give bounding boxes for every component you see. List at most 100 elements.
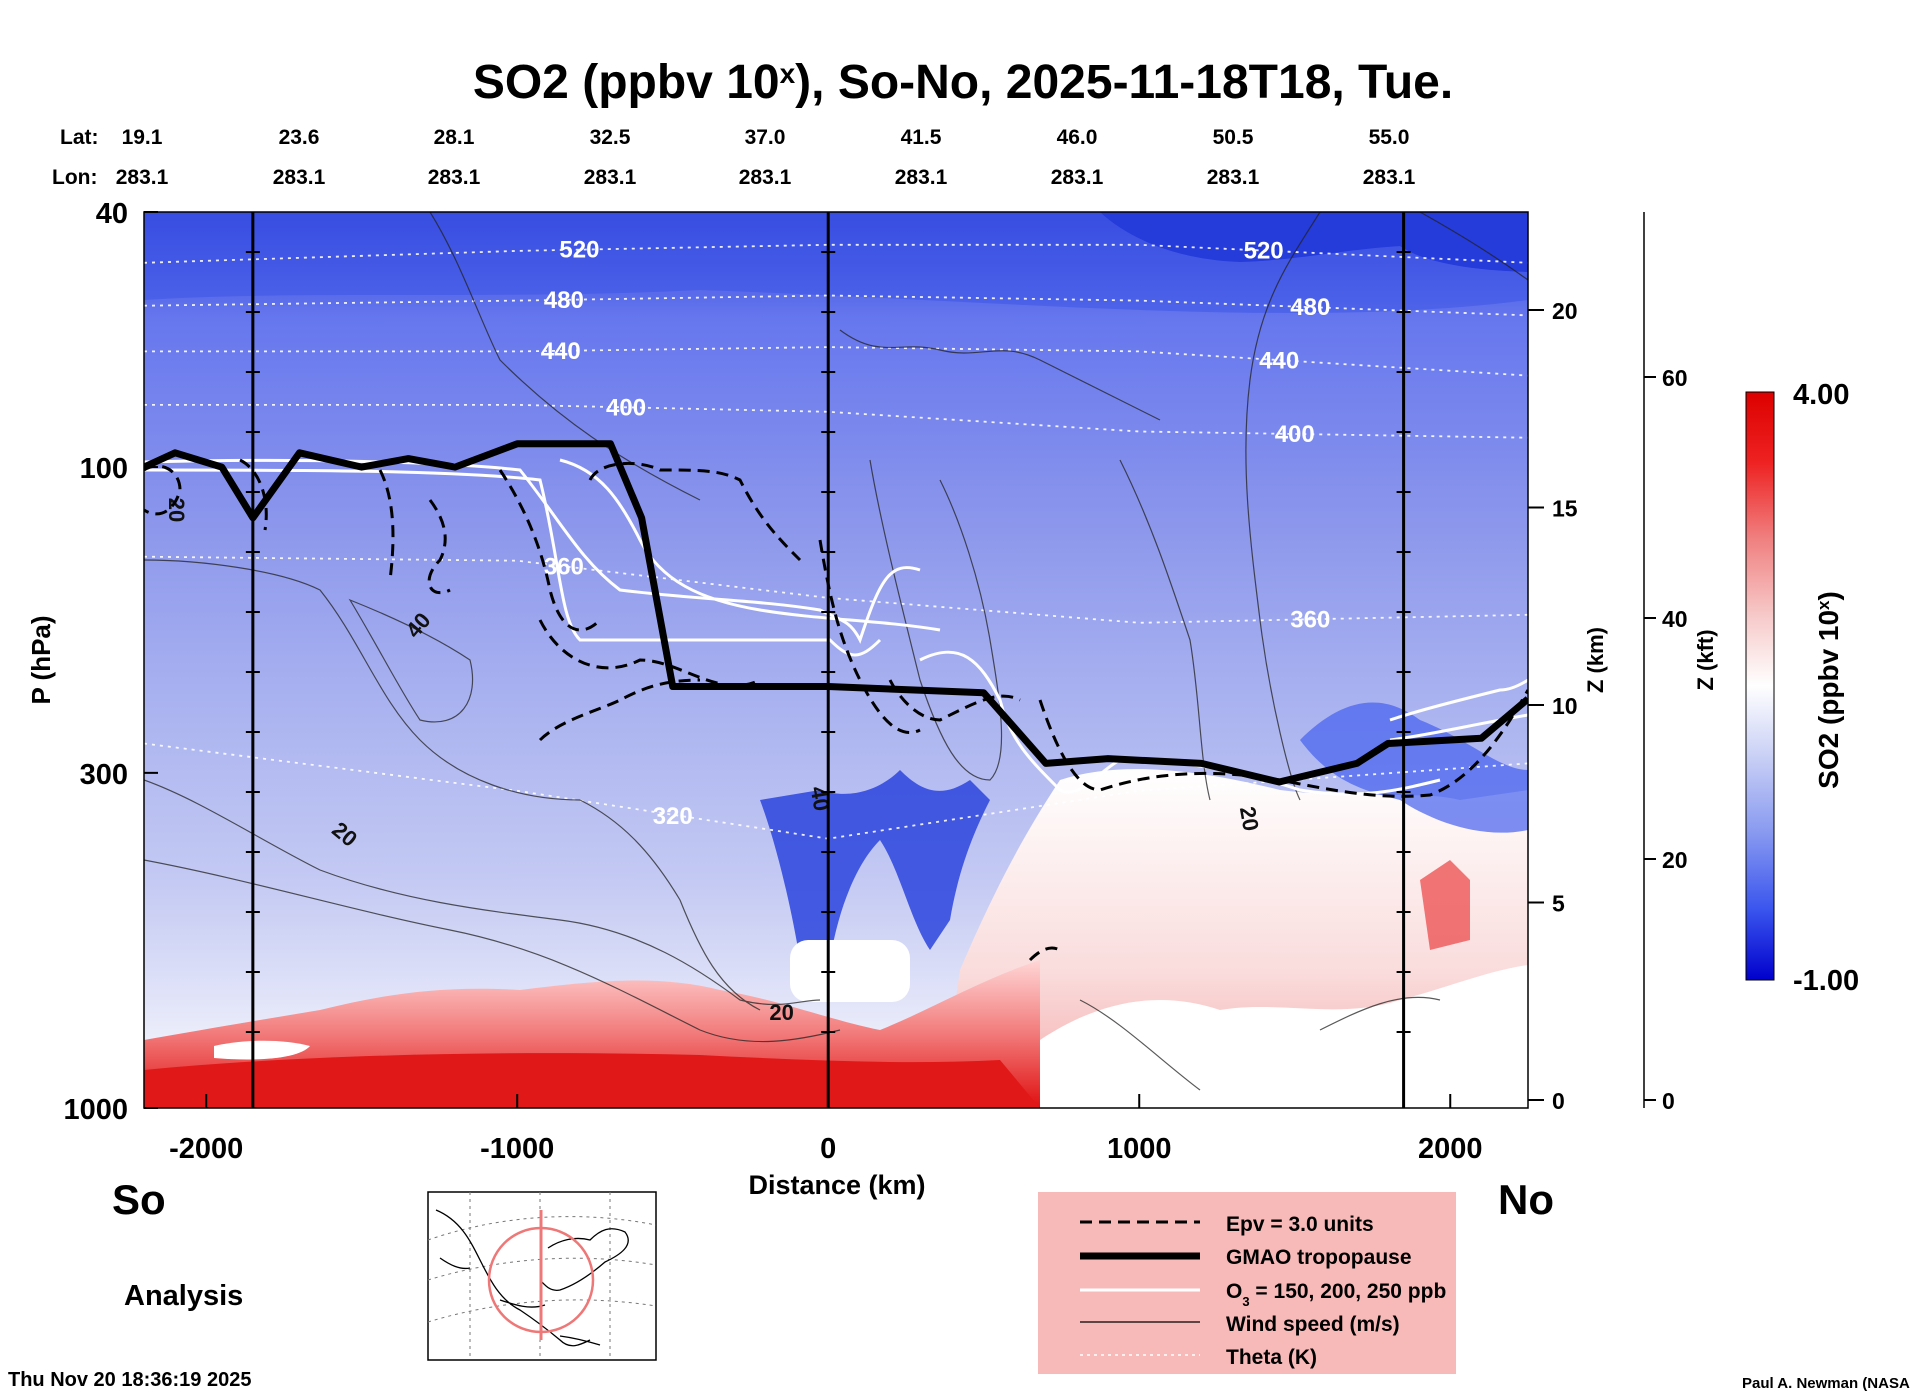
- o3-contour: [559, 458, 941, 632]
- lon-values: 283.1 283.1 283.1 283.1 283.1 283.1 283.1 283.1…: [116, 166, 1416, 189]
- chart-title: SO2 (ppbv 10x), So-No, 2025-11-18T18, Tu…: [473, 56, 1453, 109]
- epv-contour: [239, 458, 268, 531]
- wind-label: 40: [806, 784, 835, 812]
- wind-label: 20: [1235, 804, 1264, 832]
- z-km-tick-label: 10: [1552, 693, 1578, 719]
- colorbar-label-suffix: ): [1813, 591, 1844, 600]
- colorbar: [1745, 391, 1775, 981]
- lat-value: 46.0: [1057, 126, 1098, 149]
- colorbar-min-label: -1.00: [1793, 965, 1859, 997]
- north-label: No: [1498, 1176, 1554, 1223]
- wind-contour: [348, 598, 474, 723]
- wind-contour: [1119, 459, 1211, 801]
- theta-label: 480: [1290, 294, 1330, 321]
- theta-label: 520: [559, 237, 599, 264]
- x-axis: -2000 -1000 0 1000 2000: [169, 1094, 1483, 1165]
- wind-contour: [1319, 996, 1441, 1031]
- wind-contour: [579, 799, 761, 1011]
- theta-label: 400: [1275, 421, 1315, 448]
- field-missing-patch: [790, 940, 910, 1002]
- inset-map: [427, 1191, 657, 1361]
- y-tick-label: 100: [80, 453, 128, 485]
- x-axis-label: Distance (km): [748, 1170, 925, 1200]
- timestamp: Thu Nov 20 18:36:19 2025: [8, 1369, 251, 1391]
- o3-contour: [919, 650, 1441, 796]
- legend-o3-label: O3 = 150, 200, 250 ppb: [1226, 1280, 1446, 1309]
- wind-contour: [144, 559, 581, 801]
- legend-o3-suffix: = 150, 200, 250 ppb: [1250, 1280, 1447, 1303]
- z-km-tick-label: 0: [1552, 1088, 1565, 1114]
- y-axis-label: P (hPa): [26, 615, 56, 704]
- theta-contour: [144, 346, 1528, 377]
- wind-contour: [144, 859, 841, 1043]
- field-upper-blue-band: [144, 212, 1528, 313]
- z-kft-label: Z (kft): [1693, 629, 1718, 690]
- marker-lines: [245, 212, 1411, 1108]
- legend-o3-prefix: O: [1226, 1280, 1242, 1303]
- lat-value: 28.1: [434, 126, 475, 149]
- gmao-tropopause: [144, 440, 1528, 786]
- x-tick-label: 1000: [1107, 1133, 1172, 1165]
- field-surface-red: [144, 1053, 1040, 1108]
- y-tick-label: 40: [96, 198, 128, 230]
- wind-contour: [839, 329, 1161, 421]
- z-km-axis: 0 5 10 15 20: [1528, 298, 1578, 1114]
- y-axis: 40 100 300 1000: [63, 198, 158, 1126]
- lon-value: 283.1: [428, 166, 481, 189]
- lat-value: 50.5: [1213, 126, 1254, 149]
- field-low-blue-north: [1040, 965, 1528, 1108]
- legend: Epv = 3.0 units GMAO tropopause O3 = 150…: [1038, 1192, 1456, 1374]
- legend-o3-sub: 3: [1242, 1294, 1249, 1309]
- theta-label: 480: [544, 287, 584, 314]
- legend-theta-label: Theta (K): [1226, 1346, 1317, 1369]
- lat-label: Lat:: [60, 126, 99, 149]
- wind-contour: [429, 212, 701, 501]
- theta-contour: [144, 294, 1528, 317]
- lon-value: 283.1: [895, 166, 948, 189]
- field-missing-patch-sw: [214, 1040, 310, 1060]
- epv-contour: [538, 619, 761, 687]
- title-prefix: SO2 (ppbv 10: [473, 56, 780, 109]
- theta-contour: [144, 243, 1528, 264]
- colorbar-label-sup: x: [1814, 600, 1833, 610]
- credit: Paul A. Newman (NASA: [1742, 1375, 1910, 1392]
- y-tick-label: 300: [80, 759, 128, 791]
- o3-contour: [144, 468, 882, 657]
- legend-wind-label: Wind speed (m/s): [1226, 1313, 1400, 1336]
- theta-contour: [144, 555, 1528, 624]
- epv-contour: [1028, 946, 1061, 962]
- wind-contour: [869, 459, 1003, 781]
- wind-speed-contours: [144, 212, 1528, 1091]
- lon-value: 283.1: [1051, 166, 1104, 189]
- wind-contour: [1245, 212, 1321, 801]
- epv-contour: [888, 679, 1021, 722]
- x-tick-label: -2000: [169, 1133, 243, 1165]
- field-north-red-streak: [1420, 860, 1470, 950]
- analysis-label: Analysis: [124, 1280, 243, 1312]
- legend-tropopause-label: GMAO tropopause: [1226, 1246, 1412, 1269]
- theta-label: 320: [653, 803, 693, 830]
- lat-values: 19.1 23.6 28.1 32.5 37.0 41.5 46.0 50.5 55.0: [122, 126, 1410, 149]
- theta-label: 360: [1290, 606, 1330, 633]
- title-superscript: x: [780, 58, 796, 89]
- z-km-tick-label: 15: [1552, 496, 1578, 522]
- lat-value: 37.0: [745, 126, 786, 149]
- lon-value: 283.1: [584, 166, 637, 189]
- theta-label: 400: [606, 394, 646, 421]
- lon-value: 283.1: [1207, 166, 1260, 189]
- lat-value: 23.6: [279, 126, 320, 149]
- lon-label: Lon:: [52, 166, 97, 189]
- z-km-label: Z (km): [1583, 627, 1608, 693]
- lat-value: 41.5: [901, 126, 942, 149]
- so2-field: [144, 212, 1528, 1108]
- legend-epv-label: Epv = 3.0 units: [1226, 1213, 1374, 1236]
- wind-contour: [144, 779, 821, 1006]
- z-kft-tick-label: 60: [1662, 365, 1688, 391]
- z-km-tick-label: 20: [1552, 298, 1578, 324]
- theta-label: 360: [544, 554, 584, 581]
- theta-label: 440: [1259, 347, 1299, 374]
- lon-value: 283.1: [739, 166, 792, 189]
- wind-label: 20: [769, 1000, 793, 1025]
- z-kft-tick-label: 20: [1662, 847, 1688, 873]
